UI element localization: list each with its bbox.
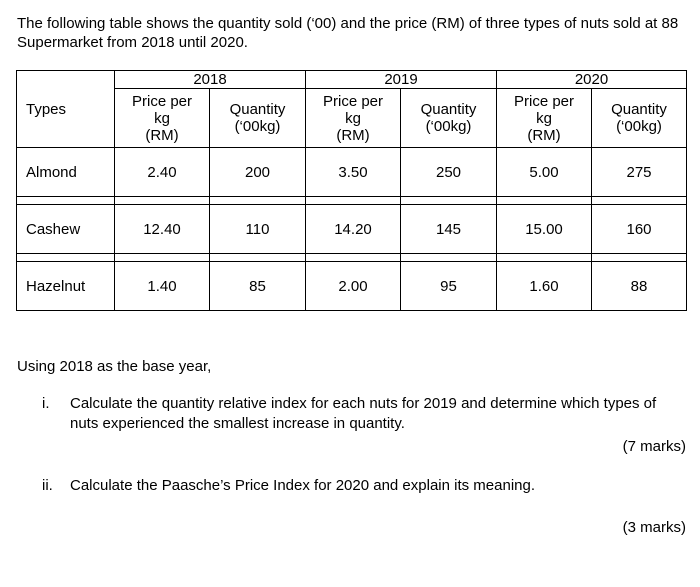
quantity-header: Quantity (‘00kg) xyxy=(209,88,306,148)
row-spacer xyxy=(16,196,687,205)
type-cell: Almond xyxy=(16,147,115,197)
sub-header-row: Price per kg (RM) Quantity (‘00kg) Price… xyxy=(17,88,687,148)
table-cell: 5.00 xyxy=(496,147,592,197)
table-cell: 2.40 xyxy=(114,147,210,197)
base-year-text: Using 2018 as the base year, xyxy=(17,358,212,375)
table-cell: 14.20 xyxy=(305,204,401,254)
question-2: ii. Calculate the Paasche’s Price Index … xyxy=(42,476,662,496)
price-header: Price per kg (RM) xyxy=(496,88,592,148)
question-marks: (3 marks) xyxy=(622,519,686,536)
price-header: Price per kg (RM) xyxy=(305,88,401,148)
table-cell: 95 xyxy=(400,261,497,311)
row-spacer xyxy=(16,253,687,262)
quantity-header: Quantity (‘00kg) xyxy=(591,88,687,148)
table-cell: 2.00 xyxy=(305,261,401,311)
quantity-header: Quantity (‘00kg) xyxy=(400,88,497,148)
question-text: Calculate the quantity relative index fo… xyxy=(70,395,657,432)
question-1: i. Calculate the quantity relative index… xyxy=(42,394,662,434)
table-cell: 145 xyxy=(400,204,497,254)
table-cell: 250 xyxy=(400,147,497,197)
table-cell: 3.50 xyxy=(305,147,401,197)
table-row-cashew: Cashew 12.40 110 14.20 145 15.00 160 xyxy=(16,204,687,254)
year-header-2020: 2020 xyxy=(496,70,687,89)
table-cell: 85 xyxy=(209,261,306,311)
table-row-hazelnut: Hazelnut 1.40 85 2.00 95 1.60 88 xyxy=(16,261,687,311)
price-header: Price per kg (RM) xyxy=(114,88,210,148)
table-cell: 200 xyxy=(209,147,306,197)
table-cell: 88 xyxy=(591,261,687,311)
question-number: i. xyxy=(42,395,50,412)
table-cell: 1.60 xyxy=(496,261,592,311)
type-cell: Hazelnut xyxy=(16,261,115,311)
year-header-row: Types 2018 2019 2020 xyxy=(16,70,687,148)
year-header-2018: 2018 xyxy=(114,70,306,89)
intro-text: The following table shows the quantity s… xyxy=(17,15,679,51)
question-number: ii. xyxy=(42,477,53,494)
question-text: Calculate the Paasche’s Price Index for … xyxy=(70,477,536,494)
table-cell: 275 xyxy=(591,147,687,197)
question-marks: (7 marks) xyxy=(622,438,686,455)
table-cell: 12.40 xyxy=(114,204,210,254)
types-header: Types xyxy=(16,70,115,148)
year-header-2019: 2019 xyxy=(305,70,497,89)
table-cell: 160 xyxy=(591,204,687,254)
table-cell: 15.00 xyxy=(496,204,592,254)
table-row-almond: Almond 2.40 200 3.50 250 5.00 275 xyxy=(16,147,687,197)
table-cell: 110 xyxy=(209,204,306,254)
table-cell: 1.40 xyxy=(114,261,210,311)
type-cell: Cashew xyxy=(16,204,115,254)
nuts-table: Types 2018 2019 2020 Price per kg (RM) Q… xyxy=(16,70,687,311)
